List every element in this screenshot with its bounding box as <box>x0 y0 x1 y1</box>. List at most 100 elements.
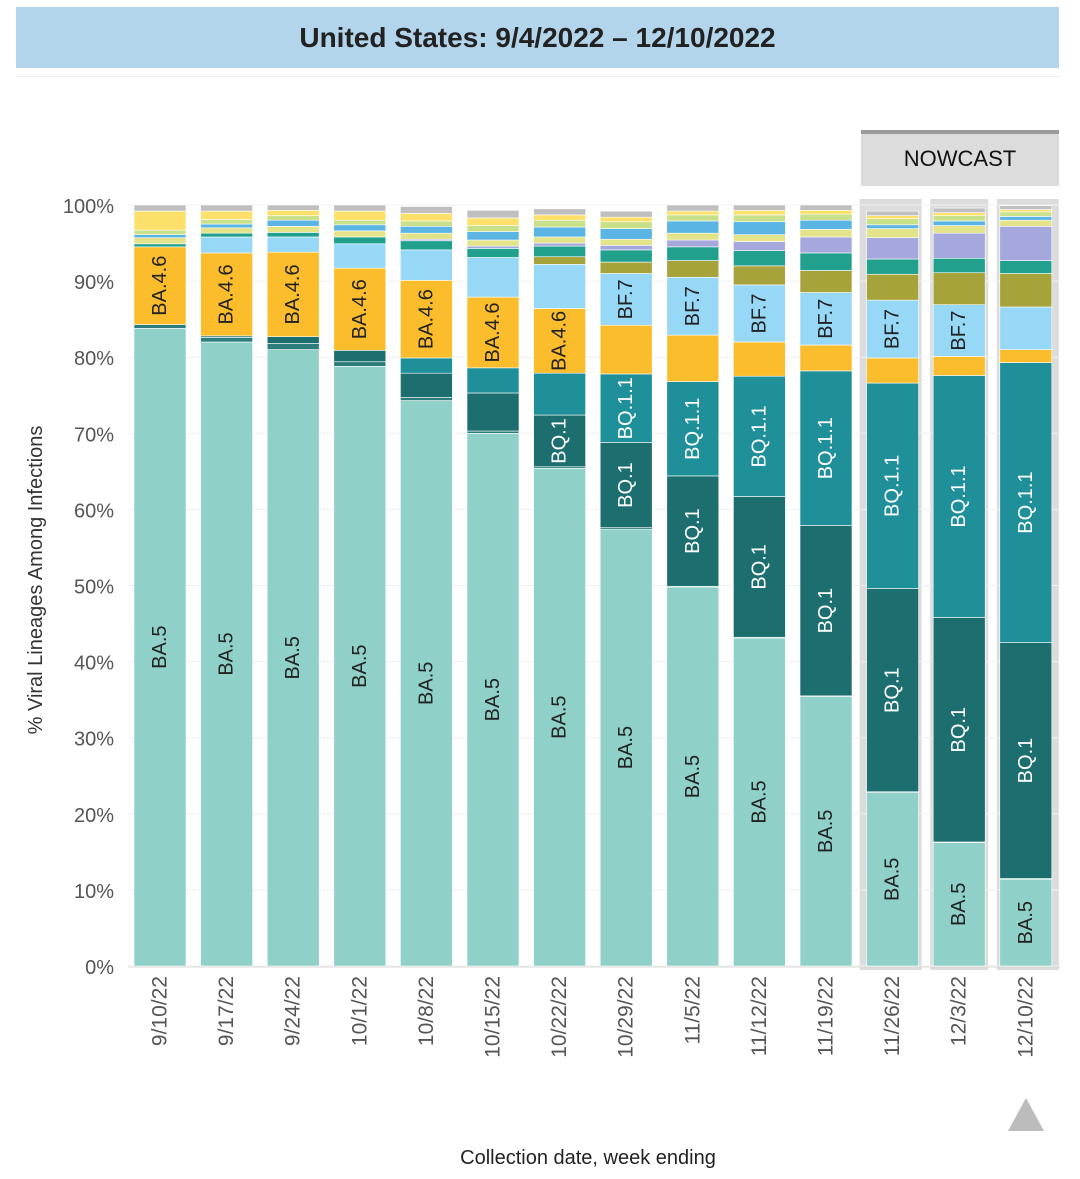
bar-segment <box>799 219 853 230</box>
bar-segment <box>466 432 520 967</box>
bar-segment <box>999 362 1053 643</box>
scroll-to-top-button[interactable] <box>1008 1098 1044 1131</box>
bar-segment <box>932 617 986 843</box>
y-tick-label: 100% <box>63 196 114 218</box>
segment-label: BA.5 <box>815 810 837 853</box>
bar-segment <box>599 245 653 251</box>
bar-segment <box>200 223 253 229</box>
bar-segment <box>533 219 586 228</box>
segment-label: BQ.1 <box>882 667 904 713</box>
x-tick-label: 12/10/22 <box>1014 976 1037 1058</box>
x-tick-label: 11/12/22 <box>748 976 771 1056</box>
bar-segment <box>999 226 1053 261</box>
bar-segment <box>400 206 453 214</box>
bar-segment <box>333 243 387 269</box>
bar-segment <box>466 248 520 258</box>
segment-label: BF.7 <box>615 279 637 319</box>
bar-segment <box>333 366 387 967</box>
bar-segment <box>866 258 919 275</box>
bar-segment <box>466 210 520 219</box>
bar-segment <box>932 257 986 274</box>
nowcast-separator <box>921 199 931 970</box>
bar-segment <box>333 361 387 367</box>
bar-segment <box>466 430 520 434</box>
bar-segment <box>400 213 453 222</box>
segment-label: BA.5 <box>549 695 571 738</box>
bar-segment <box>333 230 387 238</box>
bar-segment <box>932 304 986 357</box>
bar-segment <box>866 228 919 239</box>
bar-segment <box>733 375 786 497</box>
x-axis-title: Collection date, week ending <box>460 1147 716 1169</box>
bar-segment <box>466 367 520 394</box>
segment-label: BQ.1.1 <box>682 398 704 460</box>
bar-segment <box>533 226 586 238</box>
bar-segment <box>666 232 720 241</box>
segment-label: BA.5 <box>482 678 504 721</box>
bar-segment <box>599 528 653 967</box>
segment-label: BA.4.6 <box>282 264 304 324</box>
bar-segment <box>200 204 253 212</box>
bar-segment <box>799 270 853 293</box>
bar-segment <box>733 265 786 286</box>
bar-segment <box>466 392 520 432</box>
bar-segment <box>533 308 586 374</box>
bar-segment <box>599 210 653 218</box>
bar-segment <box>733 341 786 377</box>
segment-label: BA.4.6 <box>349 279 371 339</box>
bar-segment <box>932 842 986 967</box>
bar-segment <box>200 232 253 238</box>
bar-segment <box>599 373 653 443</box>
bar-segment <box>866 210 919 216</box>
bar-segment <box>932 272 986 305</box>
bar-segment <box>733 214 786 223</box>
bar-segment <box>799 210 853 215</box>
bar-segment <box>200 210 253 220</box>
bar-segment <box>400 372 453 398</box>
bar-segment <box>599 216 653 223</box>
bar-segment <box>400 357 453 374</box>
nowcast-header-rule <box>861 130 1059 134</box>
bar-segment <box>266 226 320 233</box>
bar-segment <box>266 210 320 216</box>
x-tick-label: 11/19/22 <box>815 976 838 1056</box>
bar-segment <box>599 442 653 528</box>
bar-segment <box>133 237 187 245</box>
bar-segment <box>266 236 320 253</box>
segment-label: BF.7 <box>815 299 837 339</box>
bar-segment <box>999 219 1053 227</box>
bar-segment <box>466 245 520 249</box>
bar-segment <box>866 215 919 219</box>
bar-segment <box>666 260 720 278</box>
bar-segment <box>333 204 387 212</box>
title-divider <box>16 76 1059 77</box>
bar-segment <box>133 327 187 967</box>
bar-segment <box>666 204 720 212</box>
x-tick-label: 9/10/22 <box>149 976 172 1046</box>
bar-segment <box>266 219 320 227</box>
bar-segment <box>866 218 919 226</box>
segment-label: BA.5 <box>149 625 171 668</box>
bar-segment <box>200 236 253 254</box>
bar-segment <box>866 357 919 384</box>
y-tick-label: 50% <box>74 577 114 599</box>
bar-segment <box>466 231 520 241</box>
y-tick-label: 90% <box>74 272 114 294</box>
segment-label: BQ.1.1 <box>1015 471 1037 533</box>
bar-segment <box>266 251 320 337</box>
bar-segment <box>666 246 720 261</box>
y-tick-label: 60% <box>74 500 114 522</box>
bar-segment <box>866 588 919 793</box>
bar-segment <box>932 215 986 222</box>
bar-segment <box>999 349 1053 363</box>
segment-label: BQ.1.1 <box>815 417 837 479</box>
segment-label: BQ.1 <box>948 707 970 753</box>
bar-segment <box>999 642 1053 879</box>
bar-segment <box>799 344 853 372</box>
bar-segment <box>266 215 320 221</box>
segment-label: BA.4.6 <box>216 264 238 324</box>
bar-segment <box>533 256 586 265</box>
bar-segment <box>932 375 986 618</box>
bar-segment <box>466 296 520 369</box>
bar-segment <box>466 225 520 232</box>
